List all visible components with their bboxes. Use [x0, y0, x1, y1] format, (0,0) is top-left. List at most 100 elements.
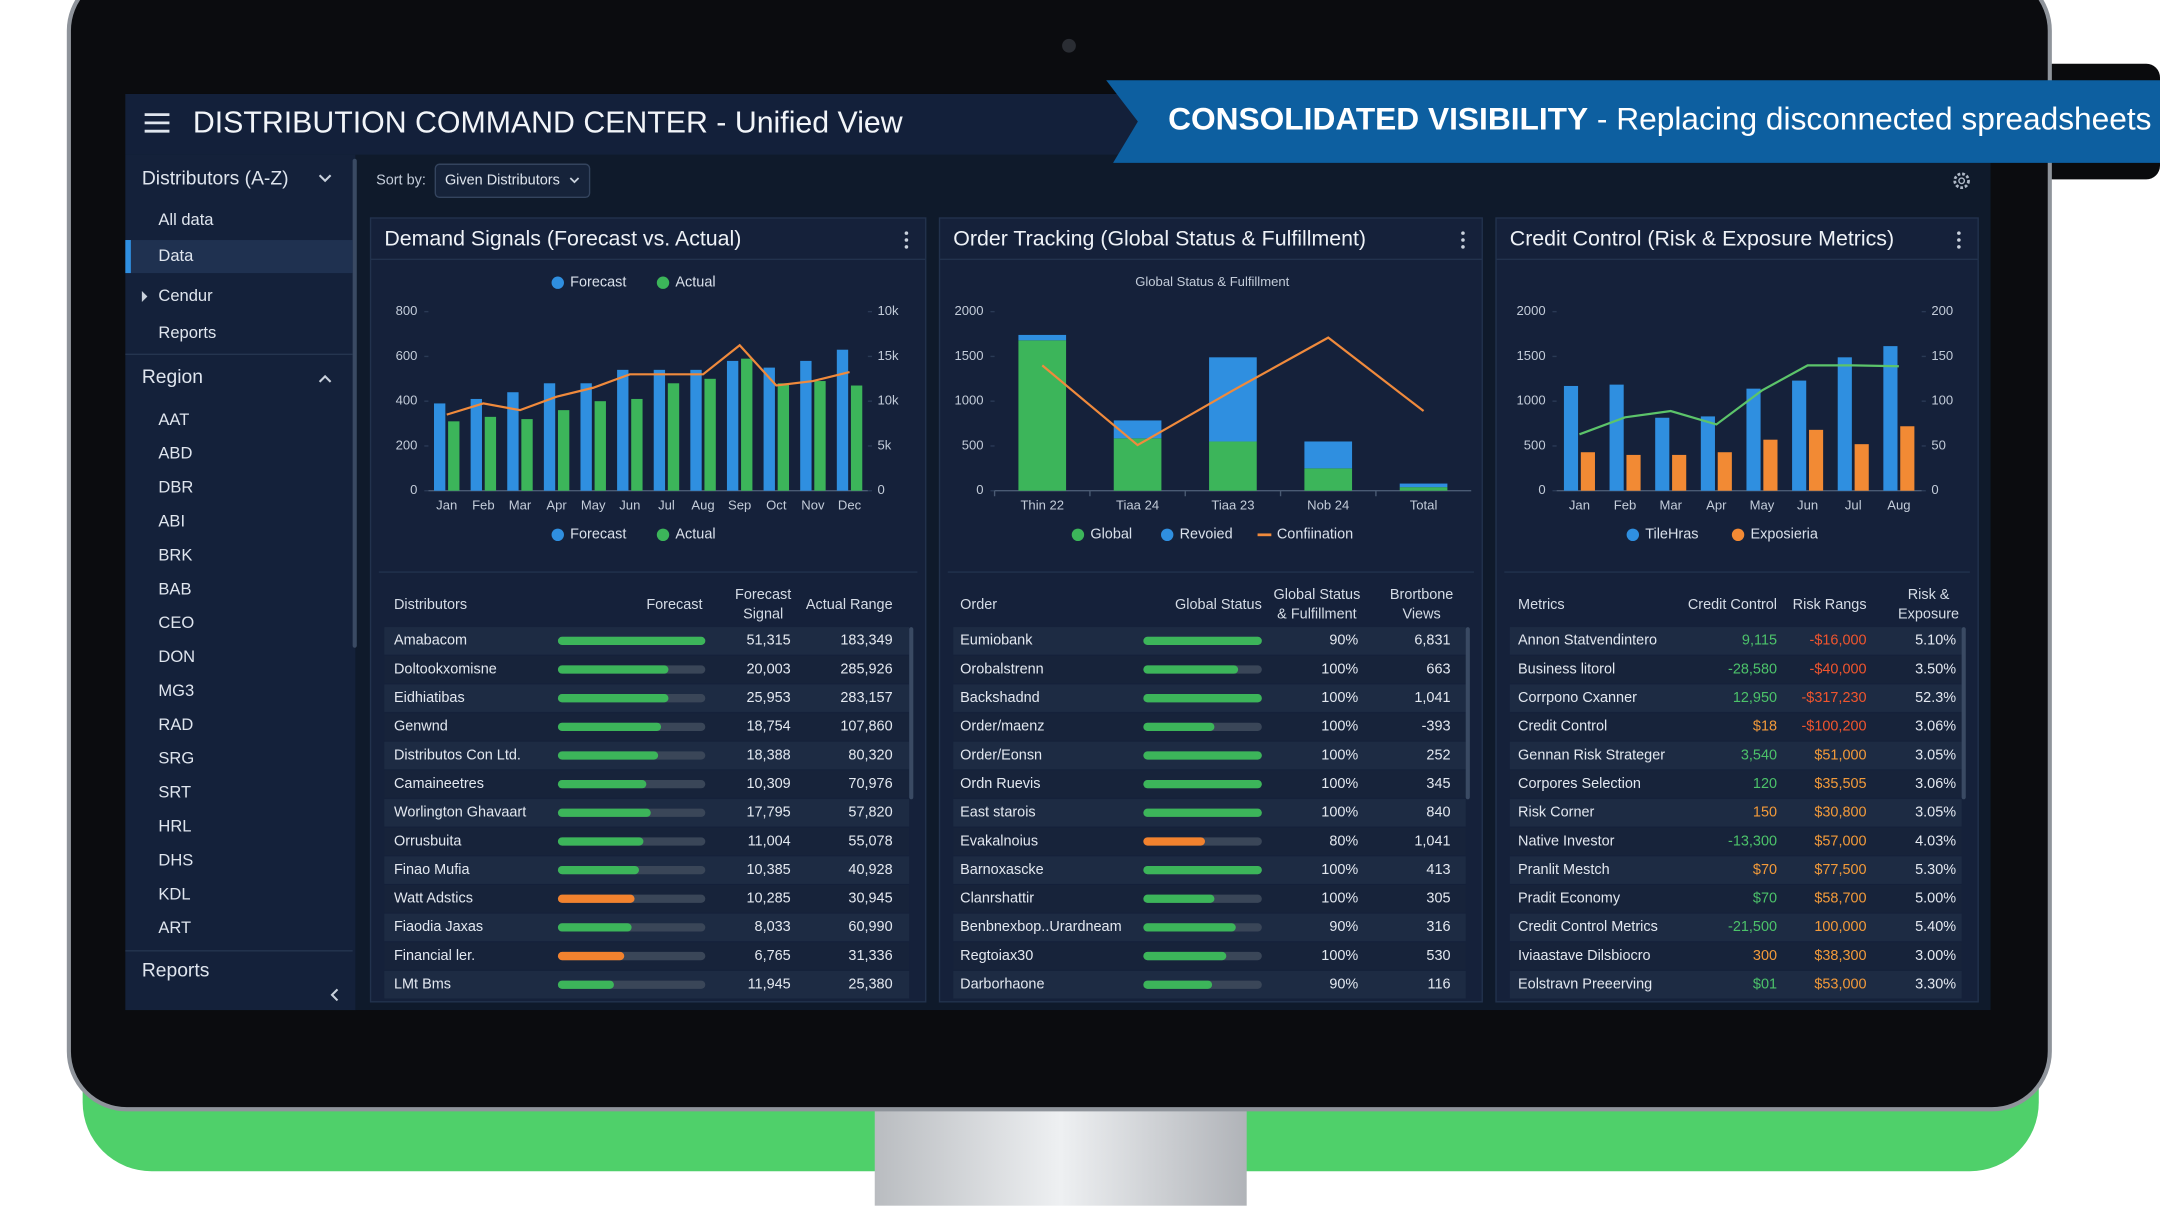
region-item[interactable]: SRG [158, 749, 194, 768]
region-item[interactable]: MG3 [158, 681, 194, 700]
column-header[interactable]: Exposure [1898, 607, 1959, 623]
sidebar-section-title[interactable]: Reports [142, 961, 209, 982]
region-item[interactable]: KDL [158, 884, 190, 903]
table-cell: Pranlit Mestch [1518, 862, 1610, 878]
chevron-down[interactable] [318, 174, 332, 183]
table-cell: Corpores Selection [1518, 776, 1641, 792]
line-series [1579, 364, 1899, 436]
column-header[interactable]: Order [960, 597, 997, 613]
bar [836, 349, 849, 491]
table-scrollbar [909, 627, 914, 800]
sidebar-item[interactable]: Cendur [158, 286, 213, 305]
legend-label[interactable]: Exposieria [1750, 527, 1818, 543]
column-header[interactable]: Credit Control [1688, 597, 1777, 613]
table-cell: Genwnd [394, 719, 448, 735]
table-cell: 5.40% [1915, 919, 1956, 935]
region-item[interactable]: DON [158, 647, 195, 666]
x-tick-label: Aug [691, 497, 714, 512]
column-header[interactable]: Global Status [1175, 597, 1262, 613]
legend-label[interactable]: TileHras [1645, 527, 1698, 543]
table-cell: Order/Eonsn [960, 747, 1042, 763]
panel-menu-dot[interactable] [1461, 231, 1465, 235]
sort-value[interactable]: Given Distributors [445, 173, 560, 189]
region-item[interactable]: DHS [158, 850, 193, 869]
expand-icon[interactable] [141, 290, 148, 303]
region-item[interactable]: BAB [158, 579, 191, 598]
legend-label[interactable]: Forecast [570, 527, 626, 543]
table-cell: Credit Control [1518, 719, 1607, 735]
region-item[interactable]: ABI [158, 511, 185, 530]
legend-label[interactable]: Forecast [570, 275, 626, 291]
panel-menu-dot[interactable] [1461, 245, 1465, 249]
table-cell: 3.06% [1915, 719, 1956, 735]
column-header[interactable]: Metrics [1518, 597, 1565, 613]
panel-menu-dot[interactable] [1957, 231, 1961, 235]
sidebar-section-title[interactable]: Region [142, 367, 203, 388]
region-item[interactable]: CEO [158, 613, 194, 632]
column-header[interactable]: Risk & [1908, 587, 1950, 603]
sidebar-section-title[interactable]: Distributors (A-Z) [142, 168, 289, 189]
region-item[interactable]: AAT [158, 410, 189, 429]
sidebar-item[interactable]: Reports [158, 323, 216, 342]
region-item[interactable]: RAD [158, 715, 193, 734]
bar [667, 383, 680, 491]
column-header[interactable]: Actual Range [806, 597, 893, 613]
sidebar-item[interactable]: Data [158, 246, 194, 265]
legend-label[interactable]: Actual [675, 275, 715, 291]
panel-menu-dot[interactable] [1957, 245, 1961, 249]
table-cell: 8,033 [755, 919, 791, 935]
panel-menu-dot[interactable] [904, 238, 909, 242]
sort-label: Sort by: [376, 173, 426, 189]
y2-tick-label: 10k [878, 303, 900, 318]
panel-menu-dot[interactable] [1461, 238, 1465, 242]
table-cell: 283,157 [840, 690, 892, 706]
collapse-sidebar[interactable] [330, 988, 339, 1002]
sort-dropdown[interactable] [434, 163, 591, 199]
table-cell: 3.50% [1915, 661, 1956, 677]
bar [433, 403, 446, 491]
x-tick-label: Total [1410, 497, 1438, 512]
y2-tick-label: 0 [878, 482, 885, 497]
table-cell: 3,540 [1741, 747, 1777, 763]
column-header[interactable]: Risk Rangs [1793, 597, 1867, 613]
sidebar-item[interactable]: All data [158, 210, 214, 229]
legend-label[interactable]: Revoied [1180, 527, 1233, 543]
column-header[interactable]: Views [1402, 607, 1440, 623]
panel-menu-dot[interactable] [904, 231, 909, 235]
region-item[interactable]: BRK [158, 545, 192, 564]
menu-icon[interactable] [144, 113, 170, 133]
bar [800, 360, 812, 491]
table-cell: Annon Statvendintero [1518, 633, 1657, 649]
x-tick-label: Tiaa 23 [1211, 497, 1254, 512]
bar [1563, 385, 1579, 491]
y-tick-label: 1500 [954, 348, 983, 363]
bar [690, 369, 702, 491]
column-header[interactable]: Forecast [646, 597, 702, 613]
region-item[interactable]: DBR [158, 478, 193, 497]
legend-label[interactable]: Confiination [1277, 527, 1353, 543]
x-tick-label: Tiaa 24 [1116, 497, 1159, 512]
column-header[interactable]: Forecast [735, 587, 791, 603]
dropdown-caret[interactable] [569, 177, 580, 184]
table-cell: 3.05% [1915, 747, 1956, 763]
settings-icon[interactable] [1953, 172, 1970, 190]
column-header[interactable]: Distributors [394, 597, 467, 613]
legend-label[interactable]: Global [1090, 527, 1132, 543]
progress-bar [1143, 780, 1262, 789]
column-header[interactable]: Brortbone [1390, 587, 1453, 603]
table-cell: Worlington Ghavaart [394, 805, 526, 821]
region-item[interactable]: ABD [158, 444, 192, 463]
chevron-up[interactable] [318, 374, 332, 383]
region-item[interactable]: ART [158, 918, 191, 937]
panel-menu-dot[interactable] [904, 245, 909, 249]
legend-label[interactable]: Actual [675, 527, 715, 543]
column-header[interactable]: Signal [743, 607, 783, 623]
panel-menu-dot[interactable] [1957, 238, 1961, 242]
progress-bar [1143, 951, 1227, 961]
region-item[interactable]: HRL [158, 816, 191, 835]
column-header[interactable]: & Fulfillment [1277, 607, 1357, 623]
region-item[interactable]: SRT [158, 783, 191, 802]
table-cell: Fiaodia Jaxas [394, 919, 483, 935]
column-header[interactable]: Global Status [1274, 587, 1361, 603]
